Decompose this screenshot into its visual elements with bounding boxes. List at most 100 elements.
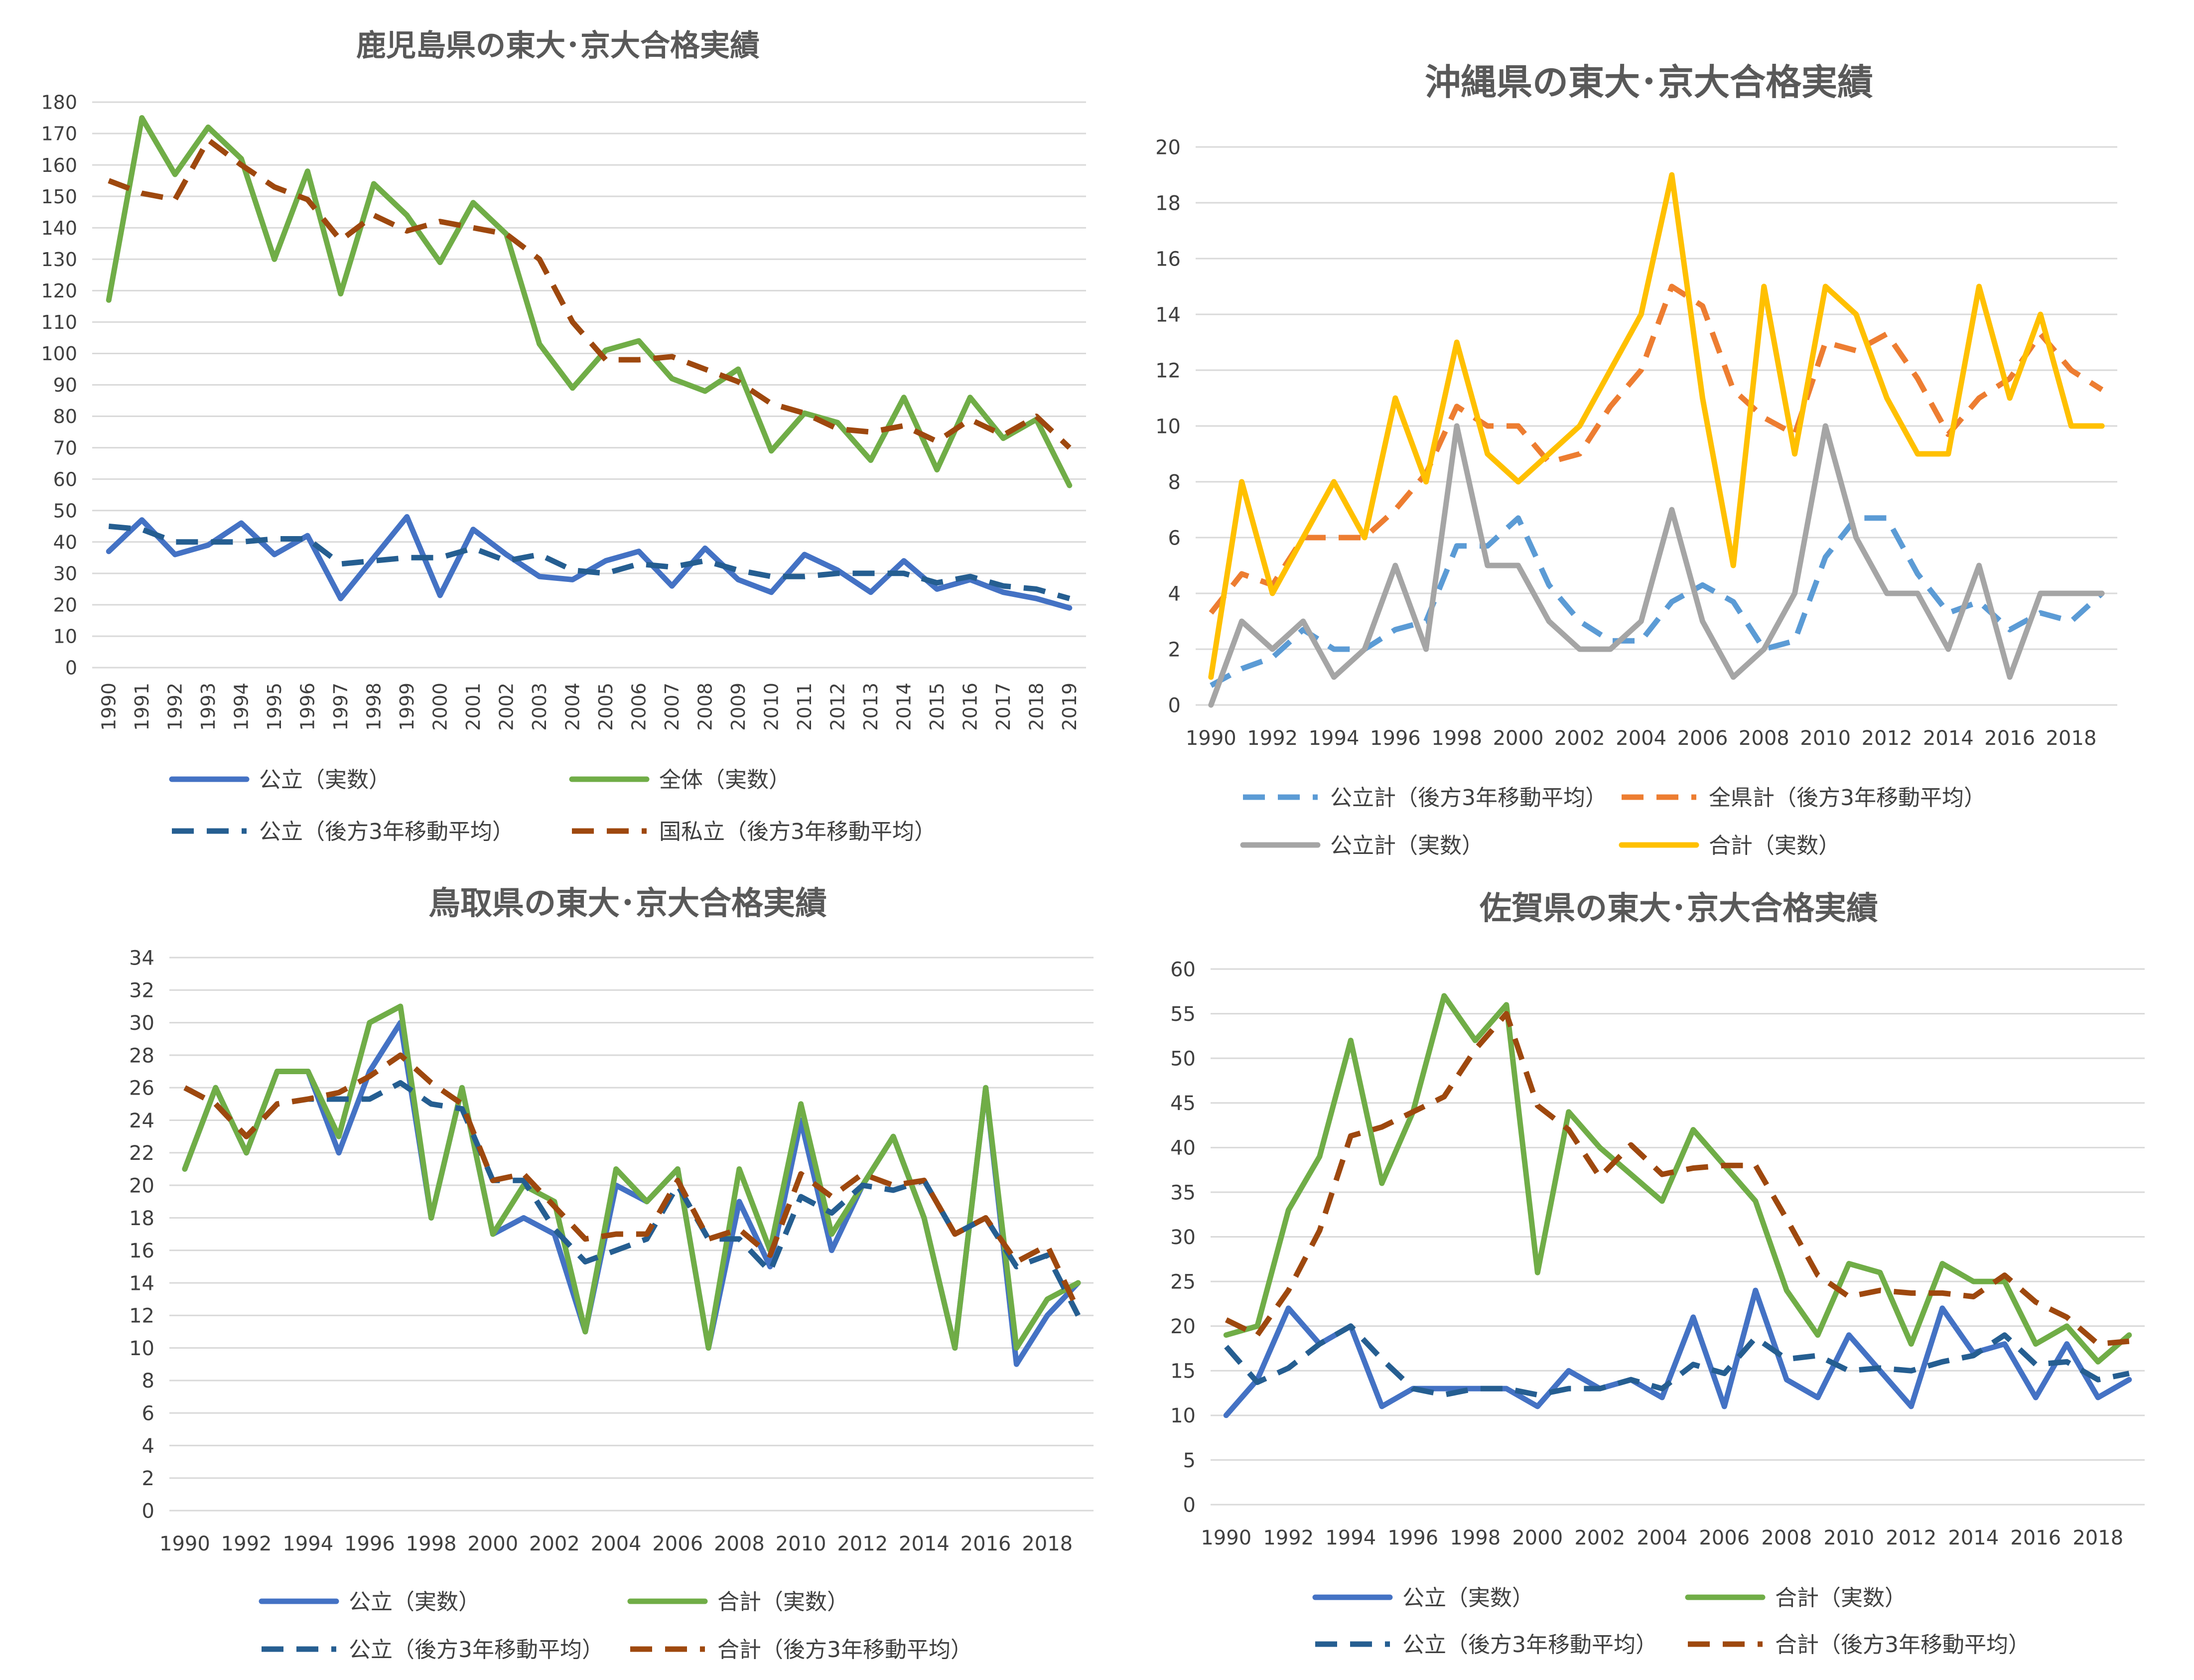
chart-title: 鳥取県の東大･京大合格実績	[428, 885, 827, 922]
x-tick-label: 2008	[694, 683, 716, 731]
y-tick-label: 24	[129, 1110, 154, 1132]
series-line-4	[1225, 1011, 2130, 1347]
series-line-3	[108, 523, 1071, 601]
x-tick-label: 2014	[1948, 1527, 1999, 1549]
y-tick-label: 8	[1168, 471, 1181, 494]
x-tick-label: 1992	[1263, 1527, 1314, 1549]
x-tick-label: 2000	[1493, 727, 1544, 750]
y-tick-label: 16	[1155, 248, 1181, 271]
x-tick-label: 1996	[297, 683, 319, 731]
y-tick-label: 10	[1170, 1404, 1196, 1427]
x-tick-label: 1992	[164, 683, 186, 731]
y-tick-label: 14	[129, 1272, 154, 1295]
legend-label: 合計（後方3年移動平均）	[717, 1637, 972, 1663]
y-tick-label: 4	[142, 1435, 154, 1458]
legend-label: 公立計（実数）	[1330, 833, 1484, 858]
y-tick-label: 18	[129, 1207, 154, 1230]
x-tick-label: 2006	[652, 1533, 703, 1555]
x-tick-label: 2013	[860, 683, 882, 731]
y-tick-label: 4	[1168, 582, 1181, 605]
y-tick-label: 14	[1155, 303, 1181, 326]
y-tick-label: 170	[41, 123, 77, 145]
legend-label: 公立計（後方3年移動平均）	[1330, 785, 1607, 811]
x-tick-label: 2014	[899, 1533, 950, 1555]
legend-label: 合計（実数）	[717, 1589, 849, 1615]
chart-title: 佐賀県の東大･京大合格実績	[1479, 890, 1878, 927]
x-tick-label: 2005	[595, 683, 617, 731]
x-tick-label: 1990	[98, 683, 120, 731]
y-tick-label: 55	[1170, 1003, 1196, 1026]
series-line-2	[1223, 993, 2132, 1365]
x-tick-label: 2006	[628, 683, 650, 731]
series-line-1	[1210, 515, 2104, 688]
y-tick-label: 6	[142, 1402, 154, 1425]
series-line-2	[182, 1003, 1081, 1351]
series-line-3	[1224, 1323, 2130, 1398]
y-tick-label: 2	[1168, 638, 1181, 661]
y-tick-label: 60	[1170, 958, 1196, 981]
x-tick-label: 1999	[396, 683, 418, 731]
x-tick-label: 2008	[1761, 1527, 1812, 1549]
x-tick-label: 2007	[661, 683, 683, 731]
x-tick-label: 2000	[1512, 1527, 1563, 1549]
y-tick-label: 40	[1170, 1137, 1196, 1160]
x-tick-label: 2010	[776, 1533, 826, 1555]
x-tick-label: 2002	[1574, 1527, 1625, 1549]
legend-label: 公立（後方3年移動平均）	[349, 1637, 604, 1663]
x-tick-label: 1994	[1309, 727, 1360, 750]
chart-4: 佐賀県の東大･京大合格実績 0 5 10 15 20 25 30 35 40 45 50 55 60 199…	[1170, 890, 2145, 1658]
y-tick-label: 18	[1155, 192, 1181, 215]
x-tick-label: 1990	[1186, 727, 1236, 750]
x-tick-label: 1998	[406, 1533, 457, 1555]
y-tick-label: 16	[129, 1240, 154, 1262]
y-tick-label: 60	[53, 468, 77, 490]
legend-label: 合計（実数）	[1775, 1585, 1907, 1611]
x-tick-label: 2012	[827, 683, 849, 731]
x-tick-label: 2002	[496, 683, 518, 731]
x-tick-label: 1993	[197, 683, 219, 731]
series-line-4	[108, 137, 1072, 450]
y-tick-label: 20	[53, 594, 77, 616]
y-tick-label: 0	[1183, 1494, 1196, 1517]
chart-3: 鳥取県の東大･京大合格実績024681012141618202224262830…	[129, 885, 1094, 1663]
legend-label: 公立（実数）	[259, 767, 391, 793]
y-tick-label: 10	[129, 1337, 154, 1360]
x-tick-label: 1998	[1431, 727, 1482, 750]
x-tick-label: 2012	[1886, 1527, 1936, 1549]
x-tick-label: 2004	[1616, 727, 1666, 750]
series-line-3	[183, 1080, 1081, 1317]
chart-title: 沖縄県の東大･京大合格実績	[1425, 61, 1873, 103]
x-tick-label: 2002	[529, 1533, 580, 1555]
x-tick-label: 1996	[1387, 1527, 1438, 1549]
y-tick-label: 15	[1170, 1360, 1196, 1383]
x-tick-label: 1994	[1325, 1527, 1376, 1549]
y-tick-label: 8	[142, 1370, 154, 1393]
x-tick-label: 2006	[1677, 727, 1728, 750]
legend-label: 公立（実数）	[349, 1589, 480, 1615]
x-tick-label: 2014	[893, 683, 915, 731]
series-line-4	[183, 1052, 1081, 1312]
x-tick-label: 2004	[1637, 1527, 1687, 1549]
y-tick-label: 20	[129, 1174, 154, 1197]
y-tick-label: 140	[41, 217, 77, 239]
y-tick-label: 120	[41, 280, 77, 302]
x-tick-label: 2001	[462, 683, 484, 731]
y-tick-label: 34	[129, 947, 154, 970]
x-tick-label: 2015	[926, 683, 948, 731]
y-tick-label: 32	[129, 980, 154, 1002]
x-tick-label: 1996	[344, 1533, 395, 1555]
y-tick-label: 90	[53, 374, 77, 396]
y-tick-label: 20	[1170, 1315, 1196, 1338]
x-tick-label: 1994	[231, 683, 253, 731]
x-tick-label: 2000	[429, 683, 451, 731]
x-tick-label: 2004	[591, 1533, 642, 1555]
y-tick-label: 80	[53, 406, 77, 427]
y-tick-label: 2	[142, 1467, 154, 1490]
x-tick-label: 2012	[837, 1533, 888, 1555]
x-tick-label: 1991	[131, 683, 153, 731]
x-tick-label: 2016	[2010, 1527, 2061, 1549]
x-tick-label: 2002	[1554, 727, 1605, 750]
series-line-4	[1208, 172, 2105, 680]
x-tick-label: 1992	[1247, 727, 1298, 750]
